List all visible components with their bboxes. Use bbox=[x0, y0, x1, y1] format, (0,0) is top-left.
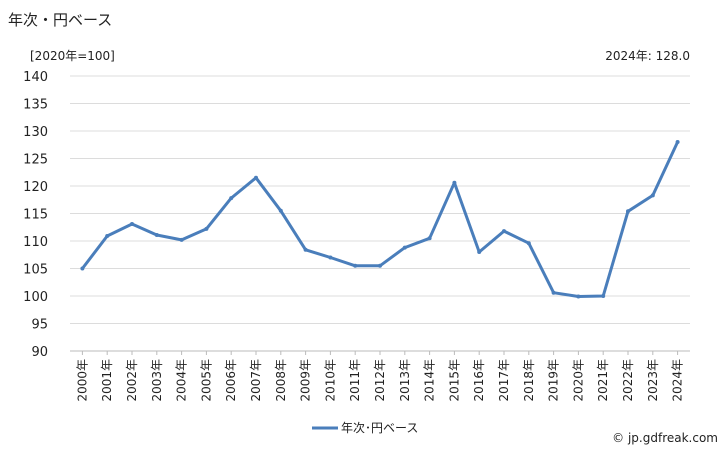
y-tick-label: 100 bbox=[23, 290, 48, 305]
data-point bbox=[601, 294, 606, 298]
latest-value-annotation: 2024年: 128.0 bbox=[605, 49, 690, 63]
data-point bbox=[154, 232, 159, 237]
x-tick-label: 2010年 bbox=[323, 359, 337, 402]
x-tick-label: 2023年 bbox=[646, 359, 660, 402]
x-tick-label: 2024年 bbox=[671, 359, 685, 402]
x-tick-label: 2005年 bbox=[199, 359, 213, 402]
data-point bbox=[229, 196, 234, 201]
chart-title: 年次・円ベース bbox=[8, 11, 112, 29]
x-tick-label: 2007年 bbox=[249, 359, 263, 402]
x-tick-label: 2003年 bbox=[150, 359, 164, 402]
x-tick-label: 2002年 bbox=[125, 359, 139, 402]
x-tick-label: 2016年 bbox=[472, 359, 486, 402]
data-point bbox=[254, 175, 258, 180]
y-tick-label: 110 bbox=[23, 235, 48, 250]
y-axis: 140 135 130 125 120 115 110 105 100 95 90 bbox=[23, 70, 48, 360]
x-tick-label: 2014年 bbox=[423, 359, 437, 402]
series-line bbox=[80, 140, 680, 298]
data-point bbox=[650, 193, 655, 198]
legend-label: 年次･円ベース bbox=[341, 421, 418, 435]
data-point bbox=[502, 229, 506, 234]
data-point bbox=[675, 140, 680, 144]
x-tick-label: 2013年 bbox=[398, 359, 412, 402]
y-tick-label: 120 bbox=[23, 180, 48, 195]
legend: 年次･円ベース bbox=[312, 421, 418, 435]
x-tick-label: 2022年 bbox=[621, 359, 635, 402]
x-tick-label: 2004年 bbox=[175, 359, 189, 402]
y-tick-label: 125 bbox=[23, 153, 48, 168]
data-point bbox=[551, 290, 556, 295]
data-point bbox=[303, 247, 308, 252]
x-tick-label: 2017年 bbox=[497, 359, 511, 402]
data-point bbox=[328, 255, 333, 260]
y-tick-label: 105 bbox=[23, 263, 48, 278]
x-tick-label: 2019年 bbox=[547, 359, 561, 402]
data-point bbox=[576, 294, 581, 299]
data-point bbox=[378, 263, 382, 268]
data-point bbox=[526, 241, 531, 246]
y-tick-label: 90 bbox=[31, 345, 48, 360]
series-layer bbox=[80, 140, 680, 299]
data-point bbox=[179, 237, 184, 242]
data-point bbox=[402, 245, 407, 250]
x-tick-label: 2012年 bbox=[373, 359, 387, 402]
x-tick-label: 2009年 bbox=[299, 359, 313, 402]
data-point bbox=[80, 266, 85, 271]
x-axis: 2000年 2001年 2002年 2003年 2004年 2005年 2006年 2007年… bbox=[70, 350, 690, 402]
data-point bbox=[130, 221, 134, 226]
y-tick-label: 115 bbox=[23, 208, 48, 223]
x-tick-label: 2001年 bbox=[100, 359, 114, 402]
grid bbox=[70, 75, 690, 352]
y-tick-label: 135 bbox=[23, 98, 48, 113]
data-point bbox=[105, 234, 110, 239]
y-tick-label: 130 bbox=[23, 125, 48, 140]
x-tick-label: 2011年 bbox=[348, 359, 362, 402]
x-tick-label: 2020年 bbox=[571, 359, 585, 402]
y-tick-label: 140 bbox=[23, 70, 48, 85]
data-point bbox=[204, 226, 209, 231]
data-point bbox=[278, 208, 283, 213]
x-tick-label: 2000年 bbox=[75, 359, 89, 402]
unit-label: [2020年=100] bbox=[30, 49, 115, 63]
x-tick-label: 2006年 bbox=[224, 359, 238, 402]
x-tick-label: 2018年 bbox=[522, 359, 536, 402]
y-tick-label: 95 bbox=[31, 318, 48, 333]
data-point bbox=[353, 263, 358, 268]
data-point bbox=[626, 209, 630, 214]
data-point bbox=[477, 250, 482, 254]
x-tick-label: 2008年 bbox=[274, 359, 288, 402]
data-point bbox=[427, 236, 432, 241]
x-tick-label: 2021年 bbox=[596, 359, 610, 402]
source-credit[interactable]: © jp.gdfreak.com bbox=[612, 431, 718, 445]
data-point bbox=[452, 180, 457, 185]
x-tick-label: 2015年 bbox=[447, 359, 461, 402]
